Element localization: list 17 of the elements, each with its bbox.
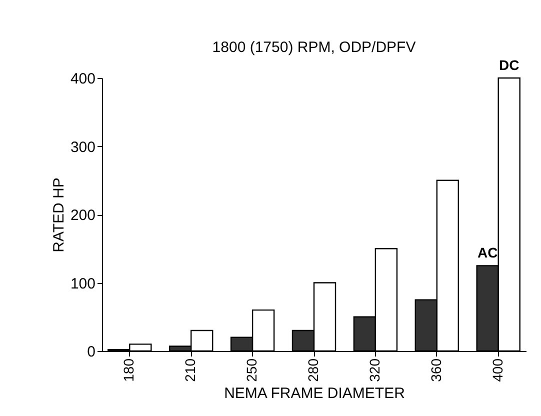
y-tick-label: 0 bbox=[87, 344, 96, 360]
series-label: DC bbox=[498, 57, 520, 73]
x-tick-label: 400 bbox=[489, 358, 506, 382]
y-axis-title: RATED HP bbox=[50, 178, 68, 252]
x-tick-label: 320 bbox=[366, 358, 382, 382]
x-tick-label: 250 bbox=[244, 358, 260, 382]
chart-title: 1800 (1750) RPM, ODP/DPFV bbox=[212, 39, 416, 56]
y-tick-label: 300 bbox=[70, 138, 96, 156]
y-tick-label: 200 bbox=[70, 207, 96, 224]
series-label: AC bbox=[477, 244, 498, 261]
x-tick-label: 360 bbox=[428, 358, 444, 382]
x-tick-label: 280 bbox=[305, 358, 321, 382]
x-tick-label: 210 bbox=[182, 358, 198, 382]
y-tick-label: 400 bbox=[70, 70, 96, 88]
x-axis-title: NEMA FRAME DIAMETER bbox=[224, 384, 406, 402]
y-tick-label: 100 bbox=[70, 275, 96, 292]
x-tick-label: 180 bbox=[120, 358, 137, 382]
